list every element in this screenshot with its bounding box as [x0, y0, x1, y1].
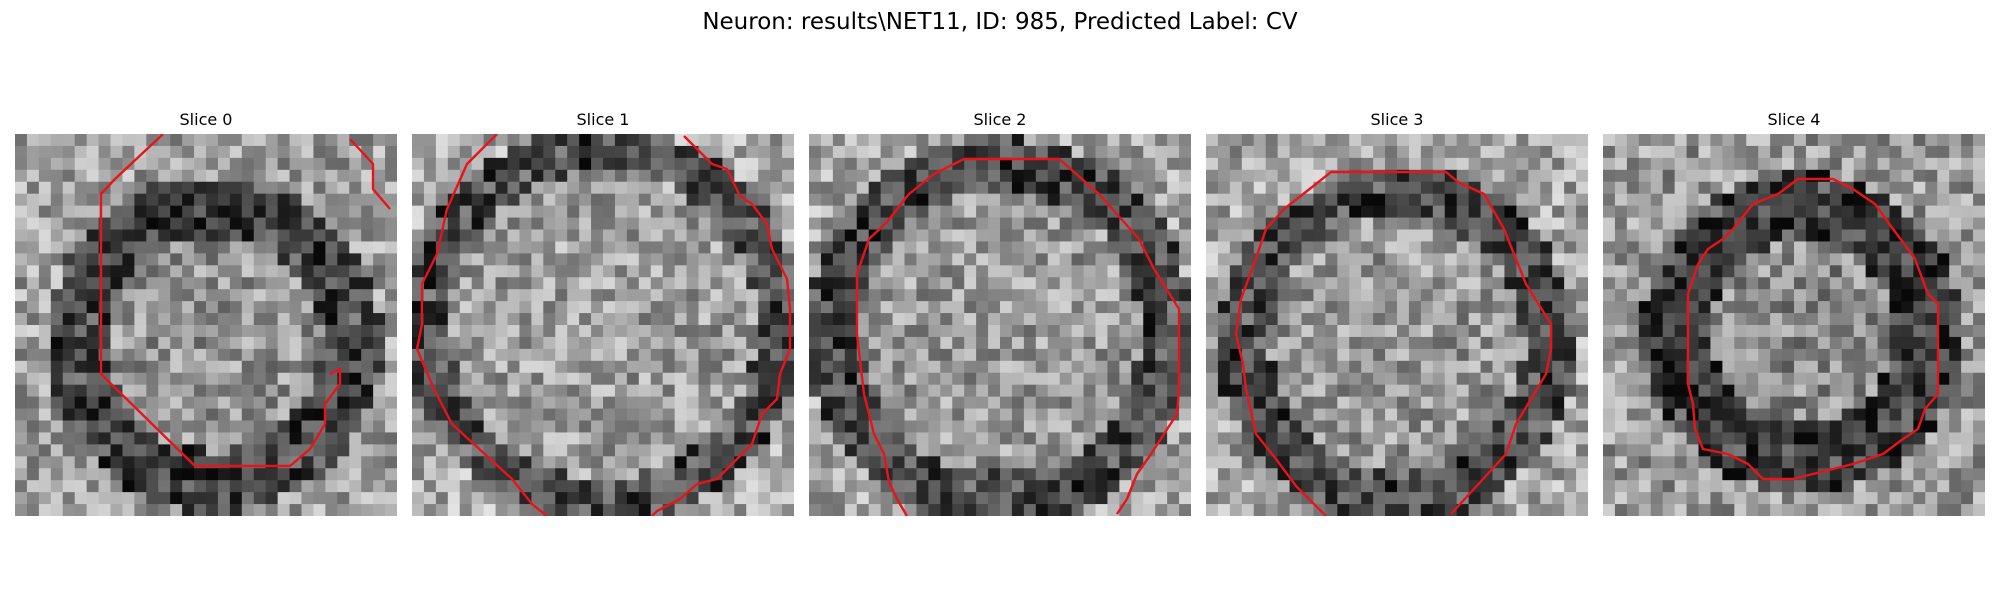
- slice-image-1: [412, 134, 794, 516]
- slice-image-2: [809, 134, 1191, 516]
- contour-4: [1686, 177, 1940, 481]
- contour-0: [99, 134, 342, 468]
- contour-0-corner: [349, 138, 391, 210]
- slice-image-0: [15, 134, 397, 516]
- contour-1-right: [651, 135, 792, 516]
- slice-title-1: Slice 1: [576, 110, 630, 129]
- slice-title-2: Slice 2: [973, 110, 1027, 129]
- contour-3: [1234, 170, 1553, 516]
- slice-image-3: [1206, 134, 1588, 516]
- slice-image-4: [1603, 134, 1985, 516]
- contour-1: [415, 134, 548, 516]
- slice-panel-3: Slice 3: [1206, 110, 1588, 516]
- slice-title-0: Slice 0: [179, 110, 233, 129]
- slice-panel-0: Slice 0: [15, 110, 397, 516]
- figure-title: Neuron: results\NET11, ID: 985, Predicte…: [702, 9, 1298, 35]
- slice-panel-1: Slice 1: [412, 110, 794, 516]
- slice-title-4: Slice 4: [1767, 110, 1821, 129]
- slice-panel-4: Slice 4: [1603, 110, 1985, 516]
- contour-2: [855, 157, 1181, 516]
- slice-title-3: Slice 3: [1370, 110, 1424, 129]
- slice-panel-2: Slice 2: [809, 110, 1191, 516]
